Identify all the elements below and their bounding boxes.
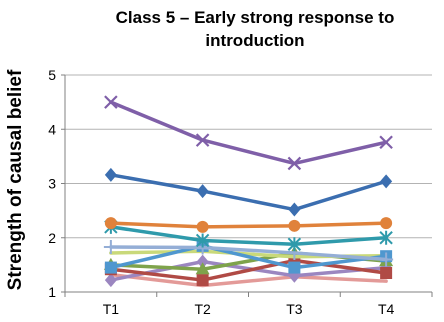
series-line [109, 272, 388, 288]
data-point-circle [104, 217, 117, 230]
y-tick-label: 2 [48, 230, 56, 246]
data-point-star [287, 156, 302, 171]
data-point-circle [380, 217, 393, 230]
data-point-square [196, 274, 209, 287]
data-point-plus [103, 239, 118, 254]
data-point-square [104, 261, 117, 274]
data-point-diamond [104, 167, 117, 182]
data-point-diamond [288, 202, 301, 217]
data-point-diamond [380, 174, 393, 189]
data-point-triangle [195, 262, 210, 275]
data-point-circle [288, 219, 301, 232]
data-point-plus [379, 252, 394, 267]
series-line [109, 258, 388, 282]
data-point-asterisk [195, 233, 210, 248]
series-line [109, 221, 388, 229]
data-point-square [288, 261, 301, 274]
data-point-diamond [196, 254, 209, 269]
series-line [109, 225, 388, 247]
data-point-asterisk [379, 230, 393, 245]
series-line [109, 245, 388, 262]
data-point-star [195, 133, 210, 147]
series-line [109, 100, 388, 166]
data-point-diamond [104, 273, 117, 288]
data-point-asterisk [287, 237, 302, 252]
data-point-star [104, 95, 118, 109]
data-point-circle [196, 220, 209, 233]
y-tick-label: 5 [48, 67, 56, 83]
x-tick-label: T3 [286, 301, 303, 317]
data-point-diamond [196, 184, 209, 199]
y-tick-label: 3 [48, 176, 56, 192]
x-tick-label: T1 [103, 301, 120, 317]
x-tick-label: T4 [378, 301, 395, 317]
y-tick-label: 4 [48, 121, 56, 137]
data-point-square [380, 267, 393, 280]
chart-title: Class 5 – Early strong response to intro… [115, 8, 395, 50]
series-line [109, 173, 388, 212]
data-point-star [379, 135, 393, 150]
x-tick-label: T2 [194, 301, 211, 317]
series-line [109, 244, 388, 270]
y-tick-label: 1 [48, 284, 56, 300]
